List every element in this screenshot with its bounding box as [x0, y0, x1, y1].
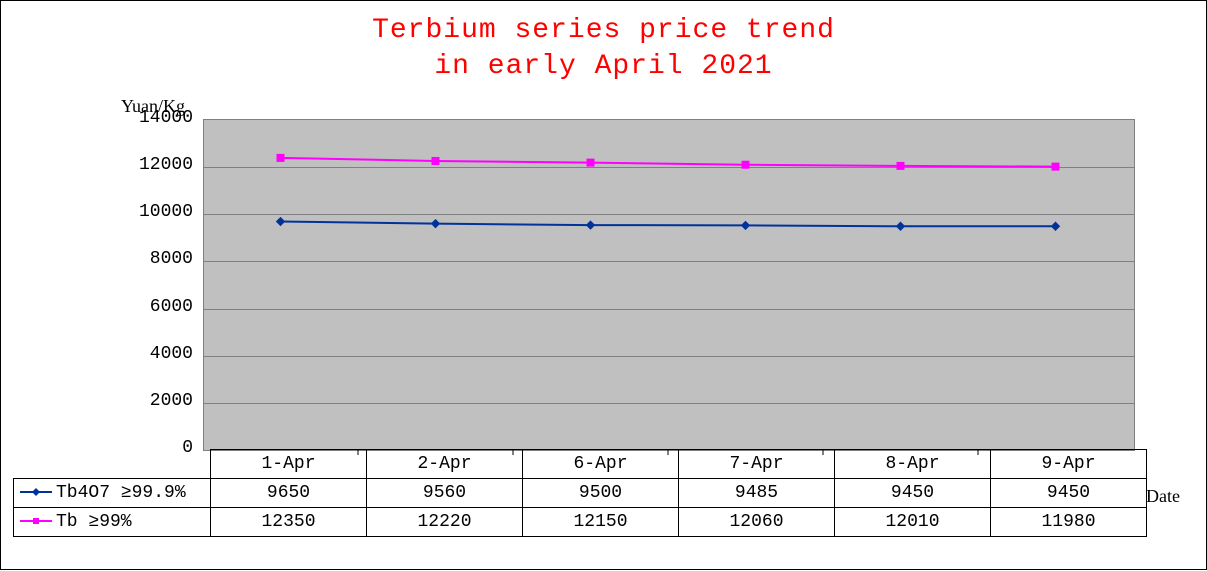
- category-header: 1-Apr: [211, 450, 367, 479]
- data-cell: 9485: [679, 479, 835, 508]
- y-tick-label: 2000: [128, 391, 193, 411]
- table-row: Tb4O7 ≥99.9%965095609500948594509450: [14, 479, 1147, 508]
- data-table: 1-Apr2-Apr6-Apr7-Apr8-Apr9-Apr Tb4O7 ≥99.…: [13, 449, 1147, 537]
- data-cell: 11980: [991, 508, 1147, 537]
- category-header: 8-Apr: [835, 450, 991, 479]
- data-cell: 9450: [835, 479, 991, 508]
- legend-marker-icon: [20, 486, 52, 498]
- y-tick-label: 12000: [128, 155, 193, 175]
- y-tick-label: 14000: [128, 108, 193, 128]
- data-cell: 12010: [835, 508, 991, 537]
- y-tick-label: 6000: [128, 297, 193, 317]
- data-cell: 9500: [523, 479, 679, 508]
- y-tick-label: 4000: [128, 344, 193, 364]
- y-tick-label: 10000: [128, 202, 193, 222]
- legend-marker-icon: [20, 515, 52, 527]
- blank-cell: [14, 450, 211, 479]
- x-axis-label: Date: [1146, 486, 1180, 507]
- marker-square: [742, 161, 749, 168]
- marker-diamond: [587, 221, 595, 229]
- legend-label: Tb4O7 ≥99.9%: [56, 483, 186, 503]
- marker-square: [277, 154, 284, 161]
- category-header: 2-Apr: [367, 450, 523, 479]
- marker-square: [897, 162, 904, 169]
- data-cell: 9560: [367, 479, 523, 508]
- data-cell: 9450: [991, 479, 1147, 508]
- table-header-row: 1-Apr2-Apr6-Apr7-Apr8-Apr9-Apr: [14, 450, 1147, 479]
- data-cell: 9650: [211, 479, 367, 508]
- chart-container: Terbium series price trend in early Apri…: [0, 0, 1207, 570]
- table-row: Tb ≥99% 123501222012150120601201011980: [14, 508, 1147, 537]
- data-cell: 12060: [679, 508, 835, 537]
- y-tick-label: 8000: [128, 249, 193, 269]
- marker-square: [1052, 163, 1059, 170]
- marker-diamond: [1052, 222, 1060, 230]
- legend-cell: Tb ≥99%: [14, 508, 211, 537]
- data-cell: 12150: [523, 508, 679, 537]
- series-line: [281, 158, 1056, 167]
- marker-diamond: [742, 221, 750, 229]
- data-cell: 12220: [367, 508, 523, 537]
- marker-diamond: [432, 220, 440, 228]
- marker-square: [587, 159, 594, 166]
- marker-diamond: [897, 222, 905, 230]
- marker-diamond: [277, 218, 285, 226]
- category-header: 9-Apr: [991, 450, 1147, 479]
- category-header: 7-Apr: [679, 450, 835, 479]
- category-header: 6-Apr: [523, 450, 679, 479]
- series-line: [281, 222, 1056, 227]
- legend-label: Tb ≥99%: [56, 512, 132, 532]
- marker-square: [432, 157, 439, 164]
- legend-cell: Tb4O7 ≥99.9%: [14, 479, 211, 508]
- data-cell: 12350: [211, 508, 367, 537]
